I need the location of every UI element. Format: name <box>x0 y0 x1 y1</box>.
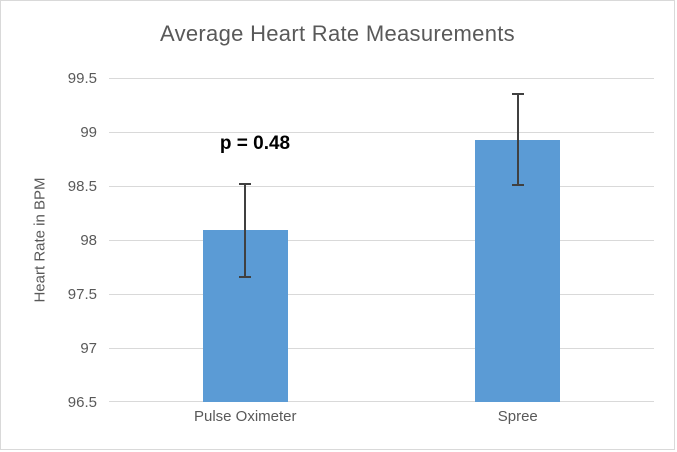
y-tick-label: 99 <box>80 124 97 141</box>
error-bar <box>516 94 519 185</box>
gridline <box>109 132 654 133</box>
error-bar-cap <box>511 93 524 96</box>
error-bar-cap <box>511 183 524 186</box>
p-value-annotation: p = 0.48 <box>219 133 291 154</box>
x-axis-label-pulse-oximeter: Pulse Oximeter <box>193 408 297 425</box>
chart-title: Average Heart Rate Measurements <box>160 21 515 46</box>
gridline <box>109 348 654 349</box>
y-tick-label: 97.5 <box>67 286 97 303</box>
plot-area <box>109 78 654 402</box>
error-bar <box>244 183 247 277</box>
gridline <box>109 78 654 79</box>
error-bar-cap <box>239 182 252 185</box>
x-axis-label-spree: Spree <box>497 408 538 425</box>
gridline <box>109 186 654 187</box>
gridline <box>109 240 654 241</box>
y-tick-label: 96.5 <box>67 394 97 411</box>
gridline <box>109 294 654 295</box>
y-tick-label: 99.5 <box>67 70 97 87</box>
y-tick-label: 98.5 <box>67 178 97 195</box>
y-tick-label: 98 <box>80 232 97 249</box>
error-bar-cap <box>239 275 252 278</box>
y-tick-label: 97 <box>80 340 97 357</box>
